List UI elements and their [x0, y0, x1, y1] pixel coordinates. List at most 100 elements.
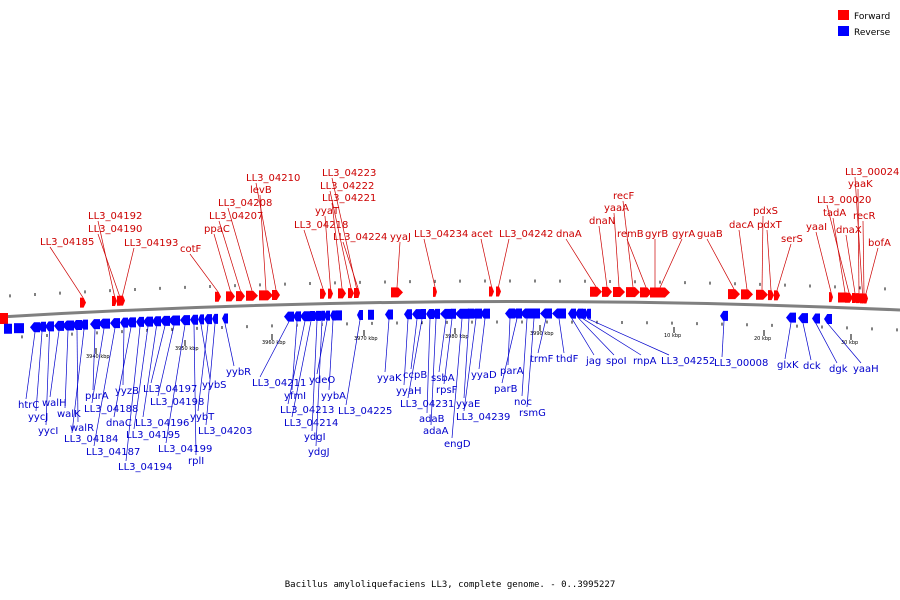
forward-gene-ll3-04193[interactable]: [120, 295, 125, 306]
reverse-gene-dgk[interactable]: [812, 313, 820, 324]
forward-gene-recf[interactable]: [626, 287, 640, 298]
reverse-gene-ssba[interactable]: [440, 308, 452, 319]
forward-gene-yyat[interactable]: [328, 288, 333, 299]
reverse-gene-yfmi[interactable]: [293, 311, 301, 322]
reverse-gene-ll3-04214[interactable]: [307, 311, 315, 322]
forward-gene-ppac[interactable]: [226, 291, 235, 302]
reverse-gene-ll3-00008[interactable]: [720, 310, 728, 321]
forward-gene-ll3-04234[interactable]: [433, 286, 437, 297]
forward-gene-ll3-04224[interactable]: [356, 287, 360, 298]
reverse-gene-walr[interactable]: [72, 319, 82, 330]
forward-gene-daca[interactable]: [741, 289, 753, 300]
reverse-gene-rnpa[interactable]: [580, 308, 586, 319]
reverse-gene-segment[interactable]: [368, 309, 374, 320]
reverse-gene-ll3-04184[interactable]: [80, 319, 88, 330]
reverse-gene-adab[interactable]: [426, 308, 434, 319]
forward-gene-yyaj[interactable]: [391, 287, 403, 298]
reverse-gene-ll3-04211[interactable]: [284, 311, 294, 322]
reverse-gene-ll3-04231[interactable]: [418, 309, 426, 320]
forward-gene-sers[interactable]: [774, 290, 780, 301]
reverse-gene-segment[interactable]: [336, 310, 342, 321]
reverse-gene-yyzb[interactable]: [120, 317, 128, 328]
reverse-gene-yyak[interactable]: [385, 309, 393, 320]
reverse-gene-yyci[interactable]: [45, 321, 54, 332]
reverse-gene-yaah[interactable]: [824, 313, 832, 324]
reverse-gene-yyae[interactable]: [464, 308, 474, 319]
reverse-gene-ll3-04188[interactable]: [98, 318, 110, 329]
reverse-gene-ll3-04199[interactable]: [180, 315, 190, 326]
reverse-gene-ll3-04187[interactable]: [110, 318, 120, 329]
forward-gene-yaaa[interactable]: [613, 287, 625, 298]
reverse-gene-rsmg[interactable]: [528, 308, 540, 319]
leader-line-tada: [832, 217, 846, 293]
forward-gene-ll3-04207[interactable]: [236, 291, 245, 302]
reverse-gene-engd[interactable]: [455, 308, 469, 319]
forward-gene-dnaa[interactable]: [590, 286, 602, 297]
reverse-gene-thdf[interactable]: [552, 308, 566, 319]
reverse-gene-ll3-04203[interactable]: [212, 313, 218, 324]
reverse-gene-ydgj[interactable]: [319, 310, 325, 321]
reverse-gene-yybs[interactable]: [198, 314, 204, 325]
forward-gene-segment[interactable]: [0, 313, 8, 324]
forward-gene-acet[interactable]: [489, 286, 494, 297]
reverse-gene-pura[interactable]: [90, 319, 100, 330]
reverse-gene-rpsf[interactable]: [448, 308, 456, 319]
reverse-gene-jag[interactable]: [568, 308, 576, 319]
reverse-gene-parb[interactable]: [512, 308, 522, 319]
forward-gene-ll3-04222[interactable]: [348, 288, 354, 299]
forward-gene-pdxt[interactable]: [768, 290, 774, 301]
reverse-gene-ll3-04252[interactable]: [585, 308, 591, 319]
reverse-gene-para[interactable]: [505, 308, 515, 319]
forward-gene-levb[interactable]: [259, 290, 273, 301]
reverse-gene-spoi[interactable]: [575, 308, 583, 319]
reverse-gene-ll3-04225[interactable]: [357, 309, 363, 320]
forward-gene-bofa[interactable]: [864, 293, 868, 304]
reverse-gene-ll3-04213[interactable]: [300, 311, 310, 322]
reverse-gene-ll3-04239[interactable]: [470, 308, 482, 319]
reverse-gene-dck[interactable]: [798, 313, 808, 324]
reverse-gene-yybt[interactable]: [204, 314, 212, 325]
reverse-gene-yyah[interactable]: [404, 309, 412, 320]
reverse-gene-yybr[interactable]: [222, 313, 228, 324]
forward-gene-gyra[interactable]: [650, 287, 670, 298]
forward-gene-remb[interactable]: [640, 287, 652, 298]
reverse-gene-ccpb[interactable]: [412, 309, 422, 320]
reverse-gene-ydgi[interactable]: [313, 310, 321, 321]
forward-gene-yaai[interactable]: [829, 292, 833, 303]
forward-gene-ll3-04208[interactable]: [246, 290, 258, 301]
leader-line-ll3-04231: [407, 318, 423, 399]
leader-line-adab: [426, 318, 431, 414]
reverse-gene-ydeo[interactable]: [324, 310, 330, 321]
reverse-gene-dnac[interactable]: [126, 317, 136, 328]
reverse-gene-walk[interactable]: [62, 320, 74, 331]
reverse-gene-segment[interactable]: [4, 323, 12, 334]
forward-gene-ll3-00020[interactable]: [845, 292, 853, 303]
reverse-gene-segment[interactable]: [14, 323, 24, 334]
reverse-gene-ll3-04196[interactable]: [152, 316, 161, 327]
forward-gene-guab[interactable]: [728, 289, 740, 300]
reverse-gene-yycj[interactable]: [38, 321, 46, 332]
scale-label: 3990 kbp: [530, 331, 554, 337]
reverse-gene-yyba[interactable]: [330, 310, 336, 321]
reverse-gene-htrc[interactable]: [30, 322, 40, 333]
reverse-gene-walh[interactable]: [54, 320, 64, 331]
reverse-gene-ll3-04197[interactable]: [160, 315, 170, 326]
reverse-gene-trmf[interactable]: [540, 308, 552, 319]
reverse-gene-glxk[interactable]: [786, 312, 796, 323]
forward-gene-cotf[interactable]: [215, 291, 221, 302]
forward-gene-dnan[interactable]: [602, 286, 612, 297]
forward-gene-pdxs[interactable]: [756, 289, 768, 300]
reverse-gene-adaa[interactable]: [432, 308, 440, 319]
forward-gene-ll3-04218[interactable]: [320, 288, 326, 299]
reverse-gene-yyad[interactable]: [480, 308, 490, 319]
forward-gene-ll3-04221[interactable]: [338, 288, 346, 299]
forward-gene-ll3-04192[interactable]: [112, 296, 117, 307]
forward-gene-ll3-04210[interactable]: [272, 289, 280, 300]
reverse-gene-label-yyci: yycI: [38, 426, 58, 437]
forward-gene-ll3-04242[interactable]: [496, 286, 501, 297]
reverse-gene-ll3-04194[interactable]: [136, 316, 144, 327]
reverse-gene-ll3-04198[interactable]: [168, 315, 180, 326]
forward-gene-ll3-04185[interactable]: [80, 297, 86, 308]
reverse-gene-rpli[interactable]: [190, 314, 198, 325]
reverse-gene-ll3-04195[interactable]: [143, 316, 153, 327]
